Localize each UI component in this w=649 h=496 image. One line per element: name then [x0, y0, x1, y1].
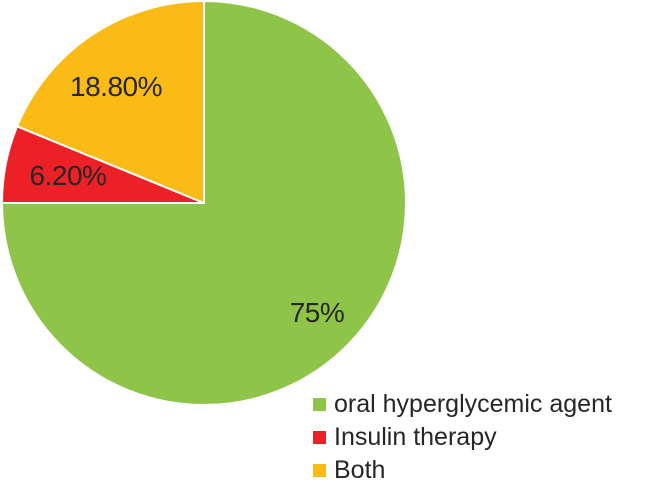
legend-swatch-insulin-therapy [313, 431, 326, 444]
legend-label-insulin-therapy: Insulin therapy [334, 423, 497, 451]
legend-item-both: Both [313, 454, 612, 487]
slice-value-label-oral-hyperglycemic-agent: 75% [290, 297, 345, 328]
legend-swatch-oral-hyperglycemic-agent [313, 398, 326, 411]
slice-labels: 75% 6.20% 18.80% [30, 71, 345, 328]
legend-label-oral-hyperglycemic-agent: oral hyperglycemic agent [334, 390, 612, 418]
slice-value-label-insulin-therapy: 6.20% [30, 160, 107, 191]
legend-swatch-both [313, 464, 326, 477]
chart-legend: oral hyperglycemic agent Insulin therapy B… [313, 388, 612, 487]
slice-value-label-both: 18.80% [70, 71, 162, 102]
legend-item-insulin-therapy: Insulin therapy [313, 421, 612, 454]
legend-label-both: Both [334, 456, 386, 484]
pie-slices [1, 0, 407, 406]
pie-slice-both [16, 0, 205, 204]
legend-item-oral-hyperglycemic-agent: oral hyperglycemic agent [313, 388, 612, 421]
